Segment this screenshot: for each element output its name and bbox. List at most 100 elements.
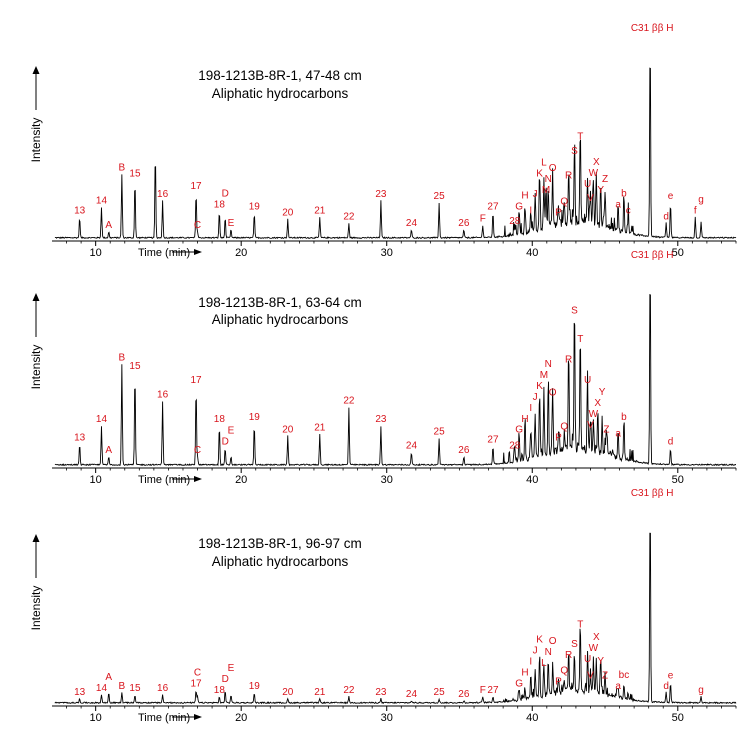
peak-label: 28 — [509, 216, 521, 227]
peak-label: b — [621, 188, 627, 199]
peak-label: C — [194, 445, 201, 456]
peak-label: Y — [597, 185, 604, 196]
peak-label: R — [565, 355, 572, 366]
peak-label: H — [521, 190, 528, 201]
peak-label: 27 — [487, 435, 499, 446]
peak-label: 28 — [509, 441, 521, 452]
peak-label: S — [571, 146, 578, 157]
peak-label: D — [222, 674, 229, 685]
chromatogram-trace — [54, 293, 737, 467]
peak-label: C31 ββ H — [631, 23, 674, 34]
x-tick-label: 20 — [235, 247, 247, 259]
peak-label: 18 — [214, 414, 226, 425]
peak-label: 19 — [249, 201, 261, 212]
peak-label: 21 — [314, 206, 326, 217]
peak-label: W — [589, 643, 599, 654]
peak-label: B — [119, 353, 126, 364]
peak-label: M — [542, 185, 550, 196]
peak-label: 13 — [74, 433, 86, 444]
x-tick-label: 20 — [235, 712, 247, 724]
peak-label: O — [549, 163, 557, 174]
peak-label: E — [228, 218, 235, 229]
peak-label: X — [593, 157, 600, 168]
peak-label: D — [222, 188, 229, 199]
peak-label: 16 — [157, 189, 169, 200]
peak-label: F — [480, 214, 486, 225]
peak-label: 14 — [96, 683, 108, 694]
peak-label: 17 — [191, 375, 203, 386]
peak-label: A — [105, 445, 112, 456]
peak-label: g — [698, 685, 704, 696]
x-axis-arrowhead — [194, 476, 202, 482]
peak-label: E — [228, 663, 235, 674]
peak-label: 22 — [343, 396, 355, 407]
peak-label: d — [663, 212, 669, 223]
x-tick-label: 10 — [90, 712, 102, 724]
peak-label: 13 — [74, 687, 86, 698]
x-tick-label: 40 — [526, 474, 538, 486]
peak-label: H — [521, 414, 528, 425]
peak-label: 15 — [129, 361, 141, 372]
chromatogram-trace — [54, 67, 737, 240]
peak-label: 23 — [375, 189, 387, 200]
panel-title: 198-1213B-8R-1, 47-48 cm — [198, 68, 362, 83]
x-tick-label: 40 — [526, 247, 538, 259]
peak-label: 20 — [282, 424, 294, 435]
peak-label: A — [105, 220, 112, 231]
panel-subtitle: Aliphatic hydrocarbons — [212, 312, 349, 327]
x-tick-label: 20 — [235, 474, 247, 486]
peak-label: 14 — [96, 195, 108, 206]
peak-label: B — [119, 162, 126, 173]
peak-label: S — [571, 305, 578, 316]
peak-label: 27 — [487, 685, 499, 696]
peak-label: 25 — [434, 687, 446, 698]
y-axis-arrowhead — [32, 534, 40, 542]
x-tick-label: 30 — [381, 247, 393, 259]
peak-label: bc — [619, 670, 630, 681]
peak-label: G — [515, 201, 523, 212]
peak-label: I — [529, 206, 532, 217]
peak-label: 26 — [458, 689, 470, 700]
peak-label: J — [533, 392, 538, 403]
peak-label: W — [589, 409, 599, 420]
peak-label: N — [545, 647, 552, 658]
peak-label: 16 — [157, 389, 169, 400]
x-tick-label: 30 — [381, 712, 393, 724]
peak-label: A — [105, 672, 112, 683]
peak-label: I — [529, 403, 532, 414]
peak-label: a — [615, 428, 621, 439]
peak-label: C — [194, 668, 201, 679]
peak-label: R — [565, 650, 572, 661]
peak-label: J — [533, 646, 538, 657]
peak-label: 24 — [406, 441, 418, 452]
peak-label: d — [663, 681, 669, 692]
peak-label: c — [626, 206, 631, 217]
x-axis-label: Time (min) — [138, 474, 190, 486]
peak-label: F — [480, 685, 486, 696]
peak-label: Y — [597, 656, 604, 667]
peak-label: 24 — [406, 689, 418, 700]
peak-label: 14 — [96, 414, 108, 425]
x-tick-label: 40 — [526, 712, 538, 724]
x-axis-label: Time (min) — [138, 247, 190, 259]
peak-label: a — [615, 199, 621, 210]
x-axis-arrowhead — [194, 249, 202, 255]
x-tick-label: 10 — [90, 474, 102, 486]
peak-label: V — [587, 193, 594, 204]
peak-label: O — [549, 636, 557, 647]
peak-label: U — [584, 375, 591, 386]
peak-label: P — [555, 433, 562, 444]
x-tick-label: 50 — [672, 247, 684, 259]
peak-label: K — [536, 169, 543, 180]
panel-subtitle: Aliphatic hydrocarbons — [212, 86, 349, 101]
peak-label: 15 — [129, 683, 141, 694]
peak-label: C — [194, 220, 201, 231]
peak-label: 22 — [343, 685, 355, 696]
peak-label: N — [545, 174, 552, 185]
peak-label: C31 ββ H — [631, 250, 674, 261]
panel-subtitle: Aliphatic hydrocarbons — [212, 554, 349, 569]
peak-label: Z — [603, 424, 609, 435]
peak-label: H — [521, 668, 528, 679]
peak-label: M — [540, 370, 548, 381]
peak-label: f — [694, 206, 697, 217]
